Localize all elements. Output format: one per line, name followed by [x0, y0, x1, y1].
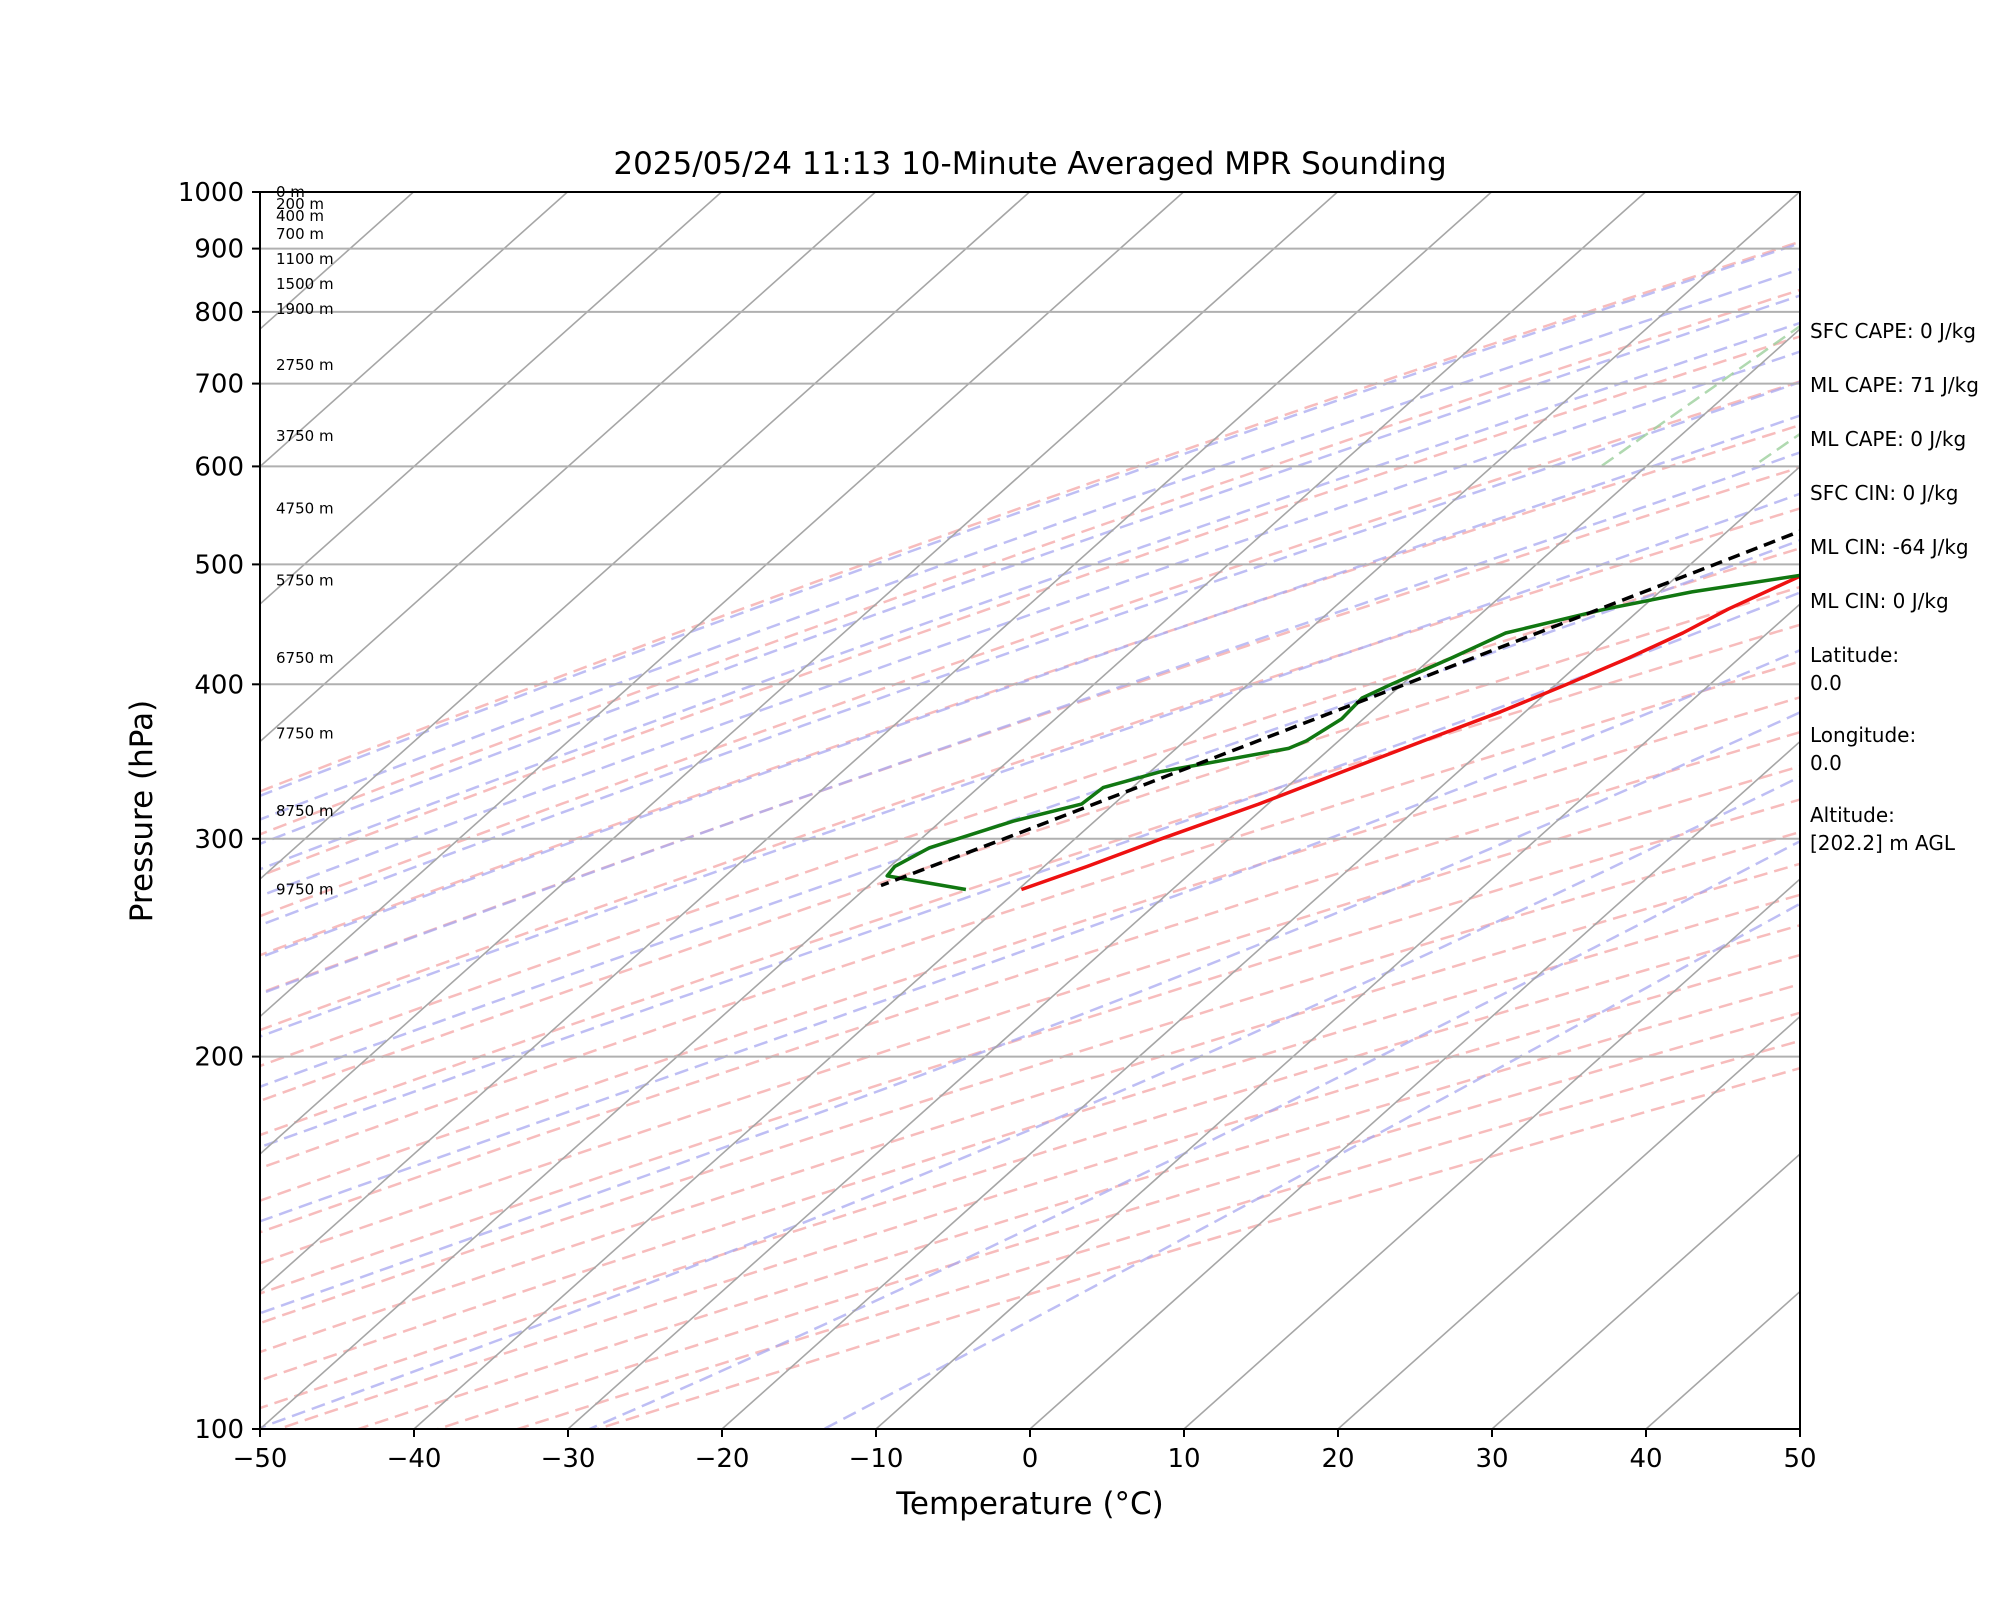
dry-adiabat [40, 166, 2000, 1457]
y-tick-label: 100 [194, 1415, 244, 1445]
stat-label: ML CIN: -64 J/kg [1810, 535, 1969, 559]
stat-label: ML CIN: 0 J/kg [1810, 589, 1949, 613]
x-tick-label: 40 [1629, 1444, 1662, 1474]
height-label: 9750 m [276, 881, 334, 899]
y-tick-label: 900 [194, 235, 244, 265]
height-label: 8750 m [276, 802, 334, 820]
stat-label: [202.2] m AGL [1810, 831, 1956, 855]
stat-label: ML CAPE: 71 J/kg [1810, 373, 1979, 397]
height-label: 700 m [276, 225, 324, 243]
x-tick-label: −20 [695, 1444, 750, 1474]
height-label: 2750 m [276, 356, 334, 374]
stat-label: Altitude: [1810, 803, 1895, 827]
y-axis-label: Pressure (hPa) [124, 700, 160, 922]
height-label: 400 m [276, 207, 324, 225]
isotherm [0, 166, 443, 1457]
isotherm [229, 166, 1675, 1457]
height-label: 1900 m [276, 300, 334, 318]
isobar-gridlines [260, 249, 1800, 1057]
chart-title: 2025/05/24 11:13 10-Minute Averaged MPR … [613, 146, 1446, 182]
dry-adiabat [355, 166, 2000, 1457]
height-label: 6750 m [276, 649, 334, 667]
stat-label: ML CAPE: 0 J/kg [1810, 427, 1966, 451]
x-tick-label: 0 [1022, 1444, 1039, 1474]
y-tick-label: 400 [194, 670, 244, 700]
x-tick-label: −10 [849, 1444, 904, 1474]
x-axis-label: Temperature (°C) [895, 1486, 1164, 1522]
isotherm [1307, 166, 2000, 1457]
stat-label: SFC CIN: 0 J/kg [1810, 481, 1958, 505]
stat-label: 0.0 [1810, 671, 1842, 695]
x-tick-label: −30 [541, 1444, 596, 1474]
y-tick-label: 300 [194, 825, 244, 855]
y-tick-label: 200 [194, 1043, 244, 1073]
moist-adiabat [590, 192, 2000, 1429]
x-tick-label: 10 [1167, 1444, 1200, 1474]
stat-label: Latitude: [1810, 643, 1899, 667]
x-tick-label: 50 [1783, 1444, 1816, 1474]
height-label: 5750 m [276, 572, 334, 590]
moist-adiabat [257, 192, 2000, 1429]
y-axis-ticks: 100 200 300 400 500 600 700 800 900 1000 [178, 178, 260, 1445]
stat-label: Longitude: [1810, 723, 1916, 747]
height-label: 3750 m [276, 427, 334, 445]
x-tick-label: 30 [1475, 1444, 1508, 1474]
stat-label: SFC CAPE: 0 J/kg [1810, 319, 1976, 343]
y-tick-label: 700 [194, 370, 244, 400]
height-label: 4750 m [276, 499, 334, 517]
y-tick-label: 800 [194, 298, 244, 328]
x-tick-label: 20 [1321, 1444, 1354, 1474]
x-axis-ticks: −50 −40 −30 −20 −10 0 10 20 30 40 50 [233, 1429, 1817, 1474]
stat-label: 0.0 [1810, 751, 1842, 775]
x-tick-label: −50 [233, 1444, 288, 1474]
height-label: 1100 m [276, 250, 334, 268]
x-tick-label: −40 [387, 1444, 442, 1474]
isotherm [537, 166, 1983, 1457]
height-label: 1500 m [276, 275, 334, 293]
y-tick-label: 500 [194, 550, 244, 580]
isotherm [0, 166, 135, 1457]
height-label: 7750 m [276, 724, 334, 742]
isotherm [0, 166, 751, 1457]
y-tick-label: 600 [194, 452, 244, 482]
isotherm [383, 166, 1829, 1457]
sounding-stats: SFC CAPE: 0 J/kg ML CAPE: 71 J/kg ML CAPE:… [1810, 319, 1979, 855]
isotherm [0, 166, 1367, 1457]
isotherm [1615, 166, 2000, 1457]
y-tick-label: 1000 [178, 178, 244, 208]
